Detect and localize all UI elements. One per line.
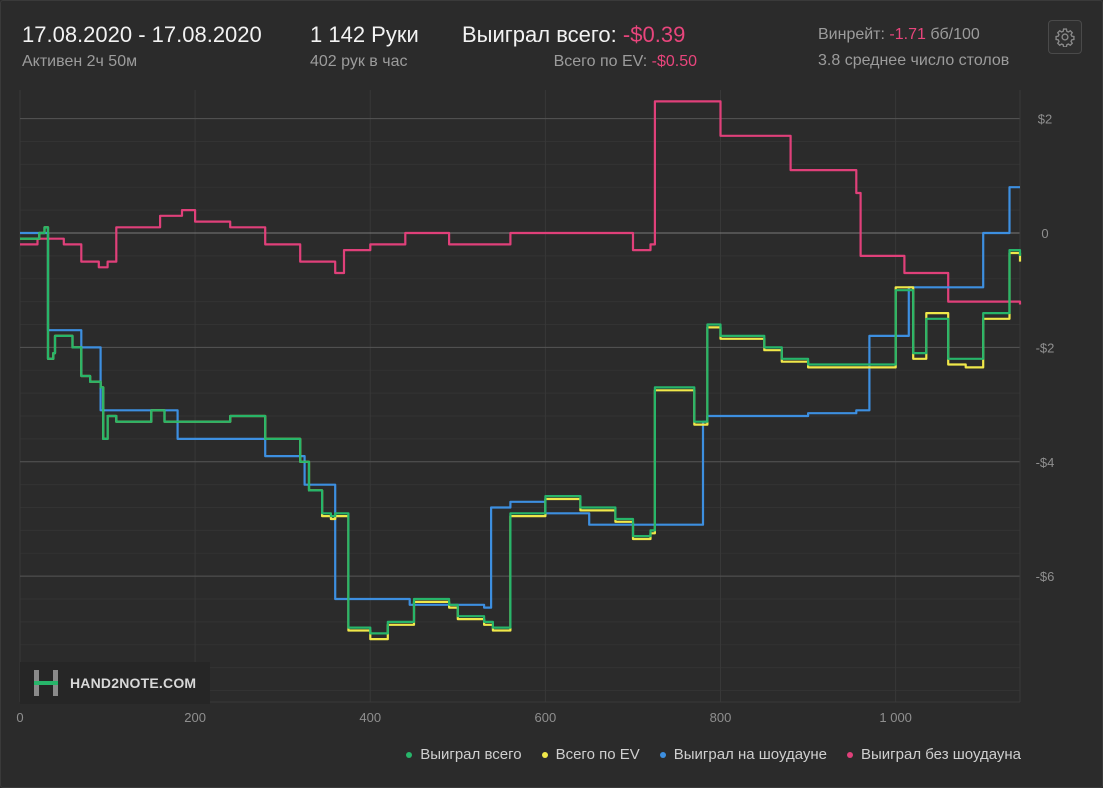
ev-total: Всего по EV: -$0.50 [554,53,697,71]
series-line-won-total [20,226,1022,635]
won-total: Выиграл всего: -$0.39 [462,22,685,48]
hands-per-hour: 402 рук в час [310,53,408,70]
winrate-value: -1.71 [889,26,926,43]
settings-button[interactable] [1048,20,1082,54]
y-tick-label: -$6 [1036,569,1055,584]
x-tick-label: 800 [710,710,732,725]
x-tick-label: 0 [16,710,23,725]
legend-item-ev[interactable]: Всего по EV [541,746,640,763]
legend-dot-icon [541,751,548,758]
x-tick-label: 600 [535,710,557,725]
legend-label: Всего по EV [555,746,640,763]
series-line-showdown [20,186,1020,609]
ev-label: Всего по EV: [553,53,648,70]
x-tick-label: 1 000 [879,710,912,725]
y-tick-label: 0 [1041,226,1048,241]
legend-dot-icon [406,751,413,758]
legend-item-non-showdown[interactable]: Выиграл без шоудауна [847,746,1021,763]
legend-label: Выиграл всего [420,746,522,763]
chart-legend: Выиграл всего Всего по EV Выиграл на шоу… [406,746,1021,763]
gear-icon [1055,28,1075,47]
series-line-non-showdown [20,100,1022,305]
legend-item-won-total[interactable]: Выиграл всего [406,746,522,763]
date-range: 17.08.2020 - 17.08.2020 [22,22,262,47]
won-total-value: -$0.39 [622,22,686,47]
winrate-label: Винрейт: [818,26,885,43]
hand2note-logo-icon [34,670,58,696]
series-line-ev [20,226,1022,641]
winrate: Винрейт: -1.71 бб/100 [818,26,980,44]
winrate-unit: бб/100 [930,26,980,43]
hands-count: 1 142 Руки [310,22,419,47]
y-tick-label: -$4 [1036,455,1055,470]
legend-dot-icon [847,751,854,758]
y-tick-label: $2 [1038,112,1052,127]
legend-dot-icon [659,751,666,758]
avg-tables: 3.8 среднее число столов [818,52,1010,69]
legend-item-showdown[interactable]: Выиграл на шоудауне [659,746,828,763]
active-time: Активен 2ч 50м [22,53,138,70]
watermark: HAND2NOTE.COM [20,662,210,704]
y-tick-label: -$2 [1036,340,1055,355]
ev-value: -$0.50 [651,53,697,70]
x-tick-label: 400 [359,710,381,725]
legend-label: Выиграл на шоудауне [673,746,828,763]
x-tick-label: 200 [184,710,206,725]
watermark-text: HAND2NOTE.COM [70,675,197,691]
won-total-label: Выиграл всего: [462,22,617,47]
chart-area: $2 0 -$2 -$4 -$6 0 200 400 600 800 1 000 [16,90,1055,725]
legend-label: Выиграл без шоудауна [861,746,1021,763]
